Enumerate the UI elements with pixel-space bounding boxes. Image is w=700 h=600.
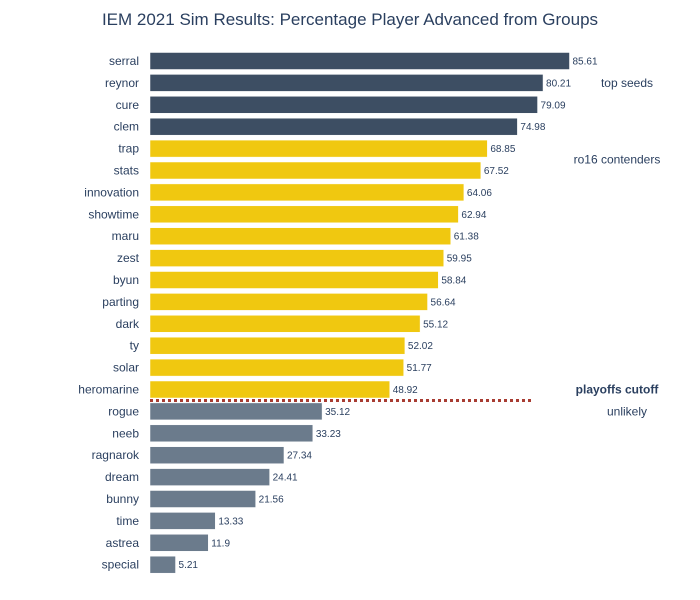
value-label-bunny: 21.56 xyxy=(259,495,284,506)
category-label-ragnarok: ragnarok xyxy=(92,448,140,462)
value-label-stats: 67.52 xyxy=(484,166,509,177)
bar-dark xyxy=(149,315,421,333)
value-label-reynor: 80.21 xyxy=(546,78,571,89)
group-label-ro16-contenders: ro16 contenders xyxy=(574,153,661,167)
bar-neeb xyxy=(149,424,314,443)
bar-maru xyxy=(149,227,452,245)
category-label-ty: ty xyxy=(130,339,139,353)
category-labels: serral reynor cure clem trap stats innovation s… xyxy=(78,54,140,572)
bar-heromarine xyxy=(149,380,390,399)
value-label-parting: 56.64 xyxy=(431,297,456,308)
value-label-clem: 74.98 xyxy=(520,122,545,133)
bar-bunny xyxy=(149,490,256,508)
value-label-zest: 59.95 xyxy=(447,254,472,265)
bar-time xyxy=(149,512,216,530)
category-label-heromarine: heromarine xyxy=(78,383,139,397)
value-label-dark: 55.12 xyxy=(423,319,448,330)
value-label-heromarine: 48.92 xyxy=(393,385,418,396)
bar-reynor xyxy=(149,74,544,92)
value-label-showtime: 62.94 xyxy=(461,210,486,221)
category-label-serral: serral xyxy=(109,54,139,68)
bar-parting xyxy=(149,293,428,311)
value-label-maru: 61.38 xyxy=(454,232,479,243)
bar-byun xyxy=(149,271,439,289)
category-label-time: time xyxy=(116,514,139,528)
bar-ragnarok xyxy=(149,446,285,464)
value-label-special: 5.21 xyxy=(179,560,199,571)
group-labels: top seeds ro16 contenders unlikely xyxy=(574,76,661,418)
bar-clem xyxy=(149,117,518,136)
value-label-time: 13.33 xyxy=(218,516,243,527)
category-label-stats: stats xyxy=(114,164,139,178)
value-label-astrea: 11.9 xyxy=(211,538,230,549)
category-label-trap: trap xyxy=(118,142,139,156)
value-label-rogue: 35.12 xyxy=(325,407,350,418)
chart-title: IEM 2021 Sim Results: Percentage Player … xyxy=(102,10,598,29)
bar-special xyxy=(149,555,176,574)
category-label-reynor: reynor xyxy=(105,76,139,90)
bar-zest xyxy=(149,249,445,267)
value-label-neeb: 33.23 xyxy=(316,429,341,440)
category-label-rogue: rogue xyxy=(108,404,139,418)
category-label-parting: parting xyxy=(102,295,139,309)
category-label-dream: dream xyxy=(105,470,139,484)
value-label-solar: 51.77 xyxy=(407,363,432,374)
bar-stats xyxy=(149,161,482,180)
value-label-cure: 79.09 xyxy=(541,100,566,111)
category-label-special: special xyxy=(102,558,139,572)
value-label-serral: 85.61 xyxy=(572,57,597,68)
value-label-trap: 68.85 xyxy=(490,144,515,155)
bar-ty xyxy=(149,336,406,355)
value-label-dream: 24.41 xyxy=(273,473,298,484)
category-label-showtime: showtime xyxy=(88,207,139,221)
bar-serral xyxy=(149,52,570,70)
bar-dream xyxy=(149,468,270,486)
category-label-neeb: neeb xyxy=(112,426,139,440)
bar-solar xyxy=(149,358,404,377)
category-label-solar: solar xyxy=(113,361,139,375)
group-label-top-seeds: top seeds xyxy=(601,76,653,90)
value-label-innovation: 64.06 xyxy=(467,188,492,199)
category-label-dark: dark xyxy=(116,317,140,331)
category-label-byun: byun xyxy=(113,273,139,287)
playoffs-cutoff-label: playoffs cutoff xyxy=(576,383,660,397)
bars-layer xyxy=(149,52,570,574)
category-label-maru: maru xyxy=(112,229,139,243)
category-label-clem: clem xyxy=(114,120,139,134)
value-label-ty: 52.02 xyxy=(408,341,433,352)
bar-innovation xyxy=(149,183,465,202)
value-label-byun: 58.84 xyxy=(441,276,466,287)
bar-trap xyxy=(149,139,488,158)
bar-astrea xyxy=(149,534,209,552)
value-label-ragnarok: 27.34 xyxy=(287,451,312,462)
category-label-astrea: astrea xyxy=(106,536,140,550)
bar-cure xyxy=(149,96,538,114)
category-label-innovation: innovation xyxy=(84,185,139,199)
category-label-cure: cure xyxy=(116,98,140,112)
bar-showtime xyxy=(149,205,459,224)
bar-rogue xyxy=(149,402,323,421)
group-label-unlikely: unlikely xyxy=(607,404,647,418)
category-label-zest: zest xyxy=(117,251,140,265)
category-label-bunny: bunny xyxy=(106,492,139,506)
